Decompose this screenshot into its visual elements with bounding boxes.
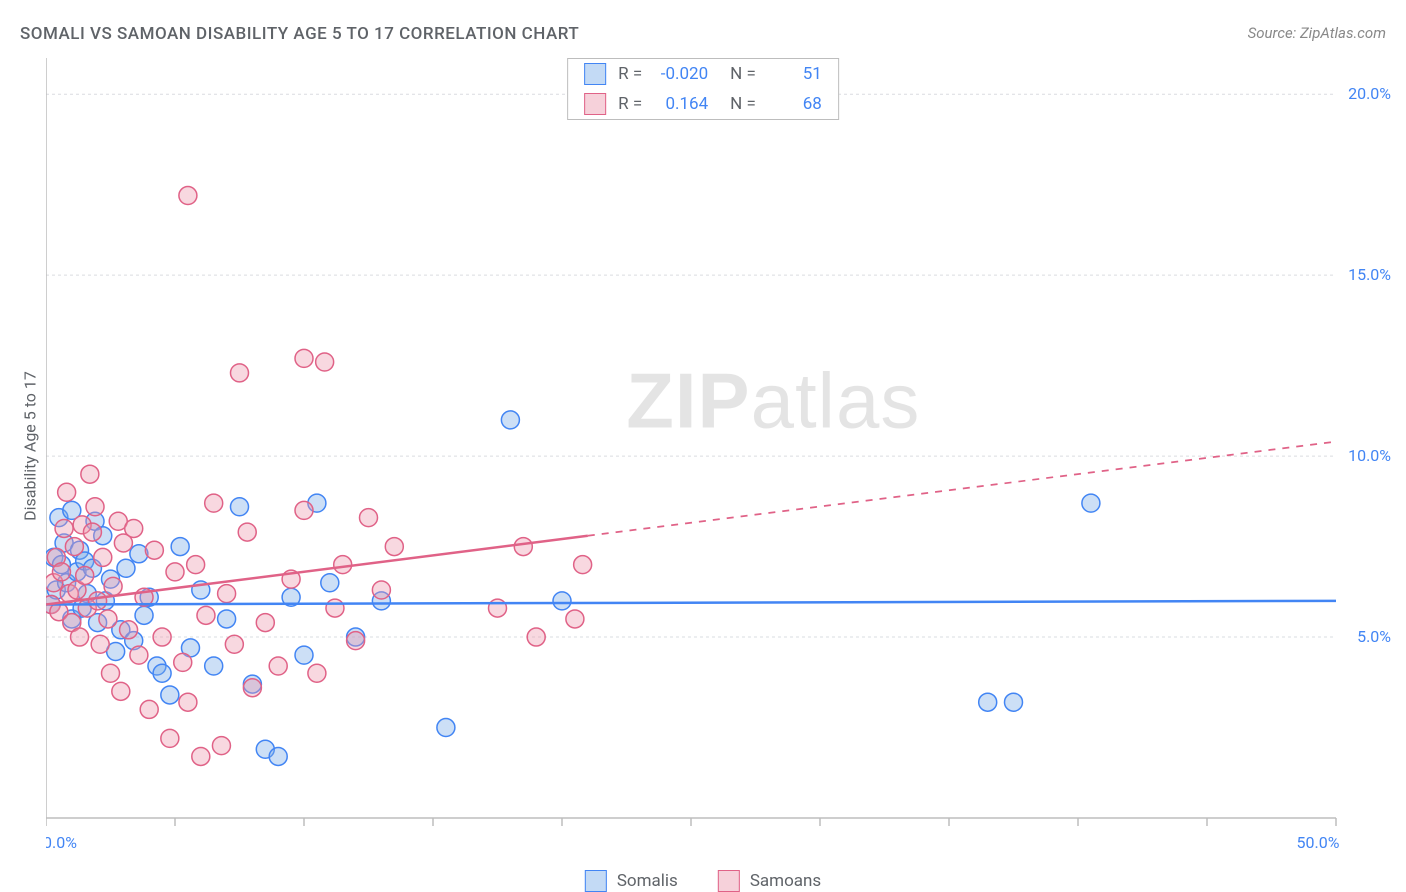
svg-text:10.0%: 10.0%: [1348, 446, 1391, 465]
r-value: -0.020: [650, 64, 708, 84]
chart-container: SOMALI VS SAMOAN DISABILITY AGE 5 TO 17 …: [0, 0, 1406, 892]
legend-label: Samoans: [750, 871, 821, 891]
r-value: 0.164: [650, 94, 708, 114]
n-value: 51: [764, 64, 822, 84]
chart-title: SOMALI VS SAMOAN DISABILITY AGE 5 TO 17 …: [20, 24, 579, 44]
n-label: N =: [730, 94, 756, 114]
r-label: R =: [618, 94, 642, 114]
y-axis-label: Disability Age 5 to 17: [21, 371, 40, 521]
svg-text:15.0%: 15.0%: [1348, 265, 1391, 284]
chart-svg: 5.0% 10.0% 15.0% 20.0% 0.0% 50.0%: [46, 58, 1394, 872]
chart-plot-area: 5.0% 10.0% 15.0% 20.0% 0.0% 50.0%: [46, 58, 1394, 872]
r-label: R =: [618, 64, 642, 84]
svg-text:50.0%: 50.0%: [1297, 833, 1340, 852]
swatch-icon: [584, 63, 606, 85]
legend-row-somalis: R = -0.020 N = 51: [568, 59, 838, 89]
svg-text:20.0%: 20.0%: [1348, 84, 1391, 103]
swatch-icon: [718, 870, 740, 892]
svg-text:5.0%: 5.0%: [1357, 627, 1391, 646]
swatch-icon: [584, 93, 606, 115]
legend-label: Somalis: [617, 871, 678, 891]
source-attribution: Source: ZipAtlas.com: [1248, 24, 1386, 42]
legend-item-samoans: Samoans: [718, 870, 821, 892]
n-value: 68: [764, 94, 822, 114]
correlation-legend: R = -0.020 N = 51 R = 0.164 N = 68: [567, 58, 839, 120]
legend-item-somalis: Somalis: [585, 870, 678, 892]
n-label: N =: [730, 64, 756, 84]
series-legend: Somalis Samoans: [585, 870, 821, 892]
legend-row-samoans: R = 0.164 N = 68: [568, 89, 838, 119]
svg-text:0.0%: 0.0%: [46, 833, 77, 852]
swatch-icon: [585, 870, 607, 892]
